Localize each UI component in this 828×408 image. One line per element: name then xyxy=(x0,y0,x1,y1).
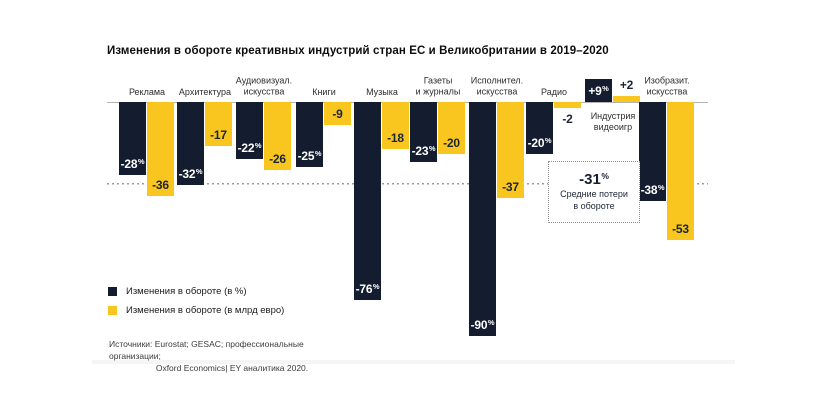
bar-euro: -17 xyxy=(205,102,232,146)
category-label: Индустрия видеоигр xyxy=(590,111,636,133)
legend: Изменения в обороте (в %) Изменения в об… xyxy=(108,286,284,324)
plot-area: -31% Средние потери в обороте -28% -36 Рек… xyxy=(107,45,708,345)
sources-note: Источники: Eurostat; GESAC; профессионал… xyxy=(109,339,355,375)
bar-euro: -36 xyxy=(147,102,174,196)
bar-percent: -76% xyxy=(354,102,381,300)
bar-percent: -22% xyxy=(236,102,263,159)
bar-euro: -2 xyxy=(554,102,581,126)
bar-percent: -32% xyxy=(177,102,204,185)
sources-line-1: Источники: Eurostat; GESAC; профессионал… xyxy=(109,339,304,361)
slide-bottom-edge xyxy=(92,360,735,364)
legend-label-percent: Изменения в обороте (в %) xyxy=(126,286,247,297)
average-loss-value: -31% xyxy=(579,171,609,189)
bar-euro: -53 xyxy=(667,102,694,240)
category-label: Реклама xyxy=(128,86,166,97)
bar-value-label: -25% xyxy=(297,149,322,163)
average-loss-callout: -31% Средние потери в обороте xyxy=(548,161,640,223)
bar-euro: -37 xyxy=(497,102,524,198)
category-label: Изобразит. искусства xyxy=(644,75,690,97)
bar-euro: -26 xyxy=(264,102,291,170)
category-label: Аудиовизуал. искусства xyxy=(235,75,293,97)
bar-euro: -20 xyxy=(438,102,465,154)
bar-value-label: -17 xyxy=(210,128,227,142)
bar-value-label: -26 xyxy=(269,152,286,166)
bar-value-label: -28% xyxy=(120,157,145,171)
bar-value-label: -37 xyxy=(502,180,519,194)
bar-euro: -18 xyxy=(382,102,409,149)
bar-value-label: -32% xyxy=(178,167,203,181)
chart-container: Изменения в обороте креативных индустрий… xyxy=(107,45,727,375)
bar-euro: +2 xyxy=(613,78,640,102)
legend-item-percent: Изменения в обороте (в %) xyxy=(108,286,284,297)
average-loss-caption: Средние потери в обороте xyxy=(560,189,628,211)
bar-value-label: -38% xyxy=(640,183,665,197)
bar-value-label: -90% xyxy=(470,318,495,332)
bar-value-label: -53 xyxy=(672,222,689,236)
bar-value-label: -36 xyxy=(152,178,169,192)
bar-value-label: +2 xyxy=(619,78,634,92)
sources-line-2: Oxford Economics| EY аналитика 2020. xyxy=(155,362,309,373)
category-label: Книги xyxy=(312,86,336,97)
bar-percent: -25% xyxy=(296,102,323,167)
legend-item-euro: Изменения в обороте (в млрд евро) xyxy=(108,305,284,316)
bar-value-label: -9 xyxy=(332,107,343,121)
chart-title: Изменения в обороте креативных индустрий… xyxy=(107,45,609,57)
bar-value-label: -20% xyxy=(527,136,552,150)
bar-value-label: -20 xyxy=(443,136,460,150)
bar-percent: +9% xyxy=(585,79,612,102)
bar-percent: -38% xyxy=(639,102,666,201)
bar-value-label: -22% xyxy=(237,141,262,155)
bar-percent: -20% xyxy=(526,102,553,154)
legend-swatch-percent xyxy=(108,287,117,296)
bar-value-label: -76% xyxy=(355,282,380,296)
bar-value-label: +9% xyxy=(588,84,609,98)
category-label: Исполнител. искусства xyxy=(470,75,524,97)
category-label: Радио xyxy=(541,86,567,97)
legend-swatch-euro xyxy=(108,306,117,315)
bar-euro: -9 xyxy=(324,102,351,125)
bar-percent: -90% xyxy=(469,102,496,336)
legend-label-euro: Изменения в обороте (в млрд евро) xyxy=(126,305,285,316)
category-label: Газеты и журналы xyxy=(415,75,461,97)
average-loss-dotted-line xyxy=(107,183,708,185)
bar-value-label: -18 xyxy=(387,131,404,145)
category-label: Архитектура xyxy=(178,86,232,97)
category-label: Музыка xyxy=(366,86,398,97)
bar-value-label: -23% xyxy=(411,144,436,158)
bar-percent: -28% xyxy=(119,102,146,175)
bar-value-label: -2 xyxy=(562,112,573,126)
bar-percent: -23% xyxy=(410,102,437,162)
